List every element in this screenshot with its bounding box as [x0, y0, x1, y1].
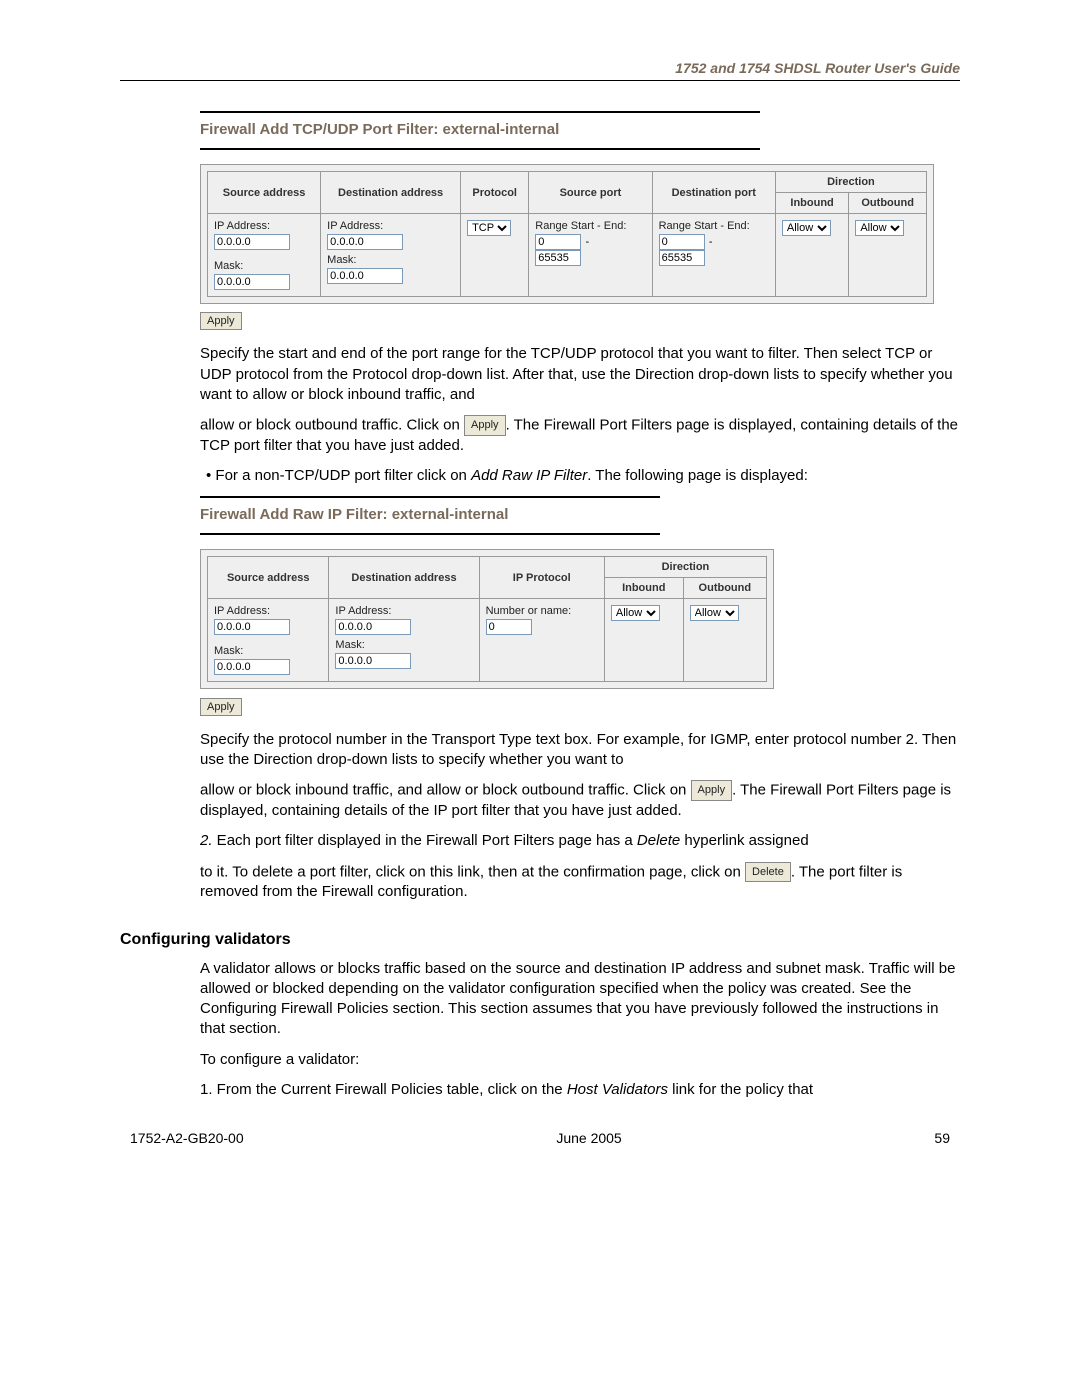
- inline-delete-button[interactable]: Delete: [745, 862, 791, 883]
- paragraph-2b: allow or block inbound traffic, and allo…: [200, 780, 960, 821]
- inbound-select[interactable]: Allow: [782, 220, 831, 236]
- delete-link[interactable]: Delete: [637, 832, 680, 849]
- bullet1-pre: • For a non-TCP/UDP port filter click on: [206, 467, 471, 484]
- dport-range-label: Range Start - End:: [659, 220, 769, 232]
- page-footer: 1752-A2-GB20-00 June 2005 59: [120, 1130, 960, 1146]
- proto-num-input[interactable]: [486, 619, 532, 635]
- dst-mask-input[interactable]: [327, 268, 403, 284]
- footer-center: June 2005: [556, 1130, 621, 1146]
- col-ip-protocol: IP Protocol: [479, 557, 604, 599]
- col-destination-address-2: Destination address: [329, 557, 479, 599]
- apply-button-2[interactable]: Apply: [200, 698, 242, 716]
- dst-ip-label: IP Address:: [327, 220, 454, 232]
- bullet1-post: . The following page is displayed:: [587, 467, 808, 484]
- src-ip-input-2[interactable]: [214, 619, 290, 635]
- col-direction: Direction: [775, 172, 926, 193]
- dst-ip-input-2[interactable]: [335, 619, 411, 635]
- cell-outbound: Allow: [849, 214, 927, 297]
- dport-start-input[interactable]: [659, 234, 705, 250]
- para1b-pre: allow or block outbound traffic. Click o…: [200, 416, 460, 433]
- footer-right: 59: [934, 1130, 950, 1146]
- cell-source-address: IP Address: Mask:: [208, 214, 321, 297]
- section2-title: Firewall Add Raw IP Filter: external-int…: [200, 496, 660, 523]
- src-mask-input-2[interactable]: [214, 659, 290, 675]
- col-source-address: Source address: [208, 172, 321, 214]
- dst-mask-input-2[interactable]: [335, 653, 411, 669]
- cell-destination-port: Range Start - End: -: [652, 214, 775, 297]
- src-ip-label: IP Address:: [214, 220, 314, 232]
- cell-inbound-2: Allow: [604, 599, 683, 682]
- configuring-validators-heading: Configuring validators: [120, 931, 960, 949]
- paragraph-5: To configure a validator:: [200, 1050, 960, 1070]
- paragraph-4: A validator allows or blocks traffic bas…: [200, 959, 960, 1040]
- col-inbound-2: Inbound: [604, 578, 683, 599]
- inline-apply-button[interactable]: Apply: [464, 415, 506, 436]
- paragraph-3b: to it. To delete a port filter, click on…: [200, 862, 960, 903]
- tcp-udp-filter-table: Source address Destination address Proto…: [207, 171, 927, 297]
- sport-range-label: Range Start - End:: [535, 220, 645, 232]
- paragraph-3: 2. Each port filter displayed in the Fir…: [200, 831, 960, 851]
- add-raw-ip-filter-link[interactable]: Add Raw IP Filter: [471, 467, 587, 484]
- col-destination-port: Destination port: [652, 172, 775, 214]
- col-inbound: Inbound: [775, 193, 848, 214]
- paragraph-1a: Specify the start and end of the port ra…: [200, 344, 960, 405]
- inbound-select-2[interactable]: Allow: [611, 605, 660, 621]
- col-direction-2: Direction: [604, 557, 766, 578]
- step-number-2: 2.: [200, 832, 213, 849]
- dst-ip-input[interactable]: [327, 234, 403, 250]
- col-outbound: Outbound: [849, 193, 927, 214]
- raw-ip-filter-table: Source address Destination address IP Pr…: [207, 556, 767, 682]
- src-ip-input[interactable]: [214, 234, 290, 250]
- dash-icon: -: [708, 236, 714, 248]
- dst-ip-label-2: IP Address:: [335, 605, 472, 617]
- page-header: 1752 and 1754 SHDSL Router User's Guide: [120, 60, 960, 81]
- bullet-1: • For a non-TCP/UDP port filter click on…: [206, 466, 960, 486]
- paragraph-1b: allow or block outbound traffic. Click o…: [200, 415, 960, 456]
- sport-end-input[interactable]: [535, 250, 581, 266]
- src-ip-label-2: IP Address:: [214, 605, 322, 617]
- cell-source-address-2: IP Address: Mask:: [208, 599, 329, 682]
- inline-apply-button-2[interactable]: Apply: [691, 780, 733, 801]
- section1-title: Firewall Add TCP/UDP Port Filter: extern…: [200, 111, 760, 138]
- apply-button[interactable]: Apply: [200, 312, 242, 330]
- cell-ip-protocol: Number or name:: [479, 599, 604, 682]
- raw-ip-filter-panel: Source address Destination address IP Pr…: [200, 549, 774, 689]
- sport-start-input[interactable]: [535, 234, 581, 250]
- para2b-pre: allow or block inbound traffic, and allo…: [200, 782, 691, 799]
- proto-num-label: Number or name:: [486, 605, 598, 617]
- col-protocol: Protocol: [461, 172, 529, 214]
- para6-pre: 1. From the Current Firewall Policies ta…: [200, 1081, 567, 1098]
- paragraph-6: 1. From the Current Firewall Policies ta…: [200, 1080, 960, 1100]
- tcp-udp-filter-panel: Source address Destination address Proto…: [200, 164, 934, 304]
- footer-left: 1752-A2-GB20-00: [130, 1130, 244, 1146]
- protocol-select[interactable]: TCP: [467, 220, 511, 236]
- outbound-select[interactable]: Allow: [855, 220, 904, 236]
- dst-mask-label: Mask:: [327, 254, 454, 266]
- para3-pre: Each port filter displayed in the Firewa…: [213, 832, 637, 849]
- dport-end-input[interactable]: [659, 250, 705, 266]
- cell-protocol: TCP: [461, 214, 529, 297]
- dst-mask-label-2: Mask:: [335, 639, 472, 651]
- host-validators-link[interactable]: Host Validators: [567, 1081, 668, 1098]
- src-mask-input[interactable]: [214, 274, 290, 290]
- cell-inbound: Allow: [775, 214, 848, 297]
- cell-destination-address-2: IP Address: Mask:: [329, 599, 479, 682]
- cell-outbound-2: Allow: [683, 599, 766, 682]
- paragraph-2a: Specify the protocol number in the Trans…: [200, 730, 960, 771]
- outbound-select-2[interactable]: Allow: [690, 605, 739, 621]
- src-mask-label: Mask:: [214, 260, 314, 272]
- src-mask-label-2: Mask:: [214, 645, 322, 657]
- para3b-pre: to it. To delete a port filter, click on…: [200, 863, 745, 880]
- para3-mid: hyperlink assigned: [680, 832, 808, 849]
- para6-post: link for the policy that: [668, 1081, 813, 1098]
- dash-icon: -: [584, 236, 590, 248]
- cell-destination-address: IP Address: Mask:: [321, 214, 461, 297]
- col-source-port: Source port: [529, 172, 652, 214]
- col-source-address-2: Source address: [208, 557, 329, 599]
- cell-source-port: Range Start - End: -: [529, 214, 652, 297]
- col-outbound-2: Outbound: [683, 578, 766, 599]
- col-destination-address: Destination address: [321, 172, 461, 214]
